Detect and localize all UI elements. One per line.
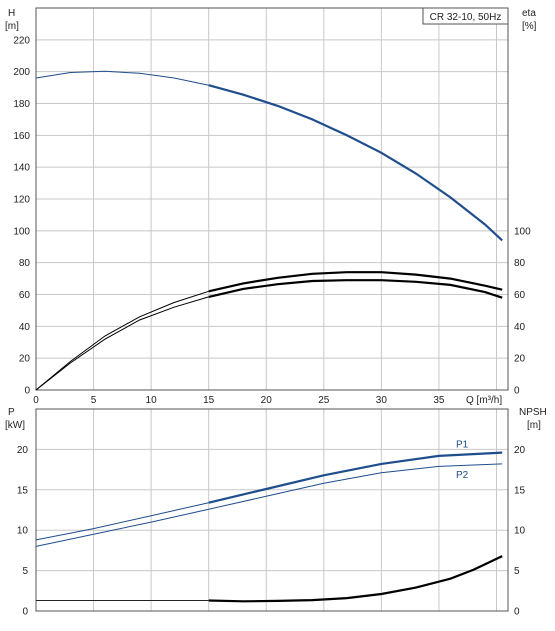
y-axis-unit-right: [%] — [522, 21, 537, 32]
y-tick-label-left: 180 — [13, 99, 30, 110]
x-tick-label: 30 — [376, 395, 388, 406]
y-tick-label-left: 60 — [19, 290, 31, 301]
series-p1-thin — [35, 502, 209, 541]
y-tick-label-left: 20 — [17, 445, 29, 456]
y-tick-label-left: 10 — [17, 526, 29, 537]
series-head-thin — [35, 70, 209, 86]
series-npsh — [208, 555, 503, 603]
series-p2-thin — [35, 463, 503, 547]
y-axis-title-right: NPSH — [519, 407, 547, 418]
y-tick-label-left: 20 — [19, 354, 31, 365]
y-tick-label-right: 0 — [514, 386, 520, 397]
y-tick-label-left: 0 — [22, 607, 28, 618]
y-tick-label-right: 40 — [514, 322, 526, 333]
title-box — [422, 7, 509, 25]
x-axis-label: Q [m³/h] — [466, 395, 502, 406]
chart-title: CR 32-10, 50Hz — [430, 12, 502, 23]
y-tick-label-right: 100 — [514, 226, 531, 237]
series-head — [208, 84, 503, 242]
plot-frame — [35, 7, 509, 391]
y-tick-label-right: 80 — [514, 258, 526, 269]
y-tick-label-right: 0 — [514, 607, 520, 618]
y-tick-label-left: 40 — [19, 322, 31, 333]
series-eta_lower — [208, 279, 503, 299]
x-tick-label: 10 — [146, 395, 158, 406]
x-tick-label: 35 — [433, 395, 445, 406]
x-tick-label: 15 — [203, 395, 215, 406]
y-tick-label-left: 220 — [13, 35, 30, 46]
y-tick-label-right: 60 — [514, 290, 526, 301]
y-axis-title-left: H — [8, 8, 15, 19]
x-tick-label: 0 — [33, 395, 39, 406]
y-tick-label-left: 200 — [13, 67, 30, 78]
y-axis-title-left: P — [8, 407, 15, 418]
y-tick-label-right: 15 — [514, 485, 526, 496]
y-tick-label-right: 5 — [514, 566, 520, 577]
y-tick-label-left: 140 — [13, 163, 30, 174]
y-tick-label-left: 100 — [13, 226, 30, 237]
y-tick-label-right: 10 — [514, 526, 526, 537]
y-tick-label-left: 80 — [19, 258, 31, 269]
y-axis-unit-left: [kW] — [5, 420, 25, 431]
y-axis-unit-left: [m] — [5, 21, 19, 32]
plot-frame — [35, 408, 509, 612]
series-p1 — [208, 451, 503, 504]
series-eta_upper — [208, 271, 503, 293]
y-tick-label-left: 0 — [24, 386, 30, 397]
power-npsh-panel: 0 0 5 5 10 10 15 15 20 20 P [kW] NPSH [m] P1 P2 — [5, 407, 547, 618]
y-tick-label-left: 5 — [22, 566, 28, 577]
series-label-p1: P1 — [456, 440, 469, 451]
series-eta_lower-thin — [35, 296, 209, 391]
x-tick-label: 5 — [91, 395, 97, 406]
x-tick-label: 25 — [318, 395, 330, 406]
x-tick-label: 20 — [261, 395, 273, 406]
series-label-p2: P2 — [456, 470, 469, 481]
series-eta_upper-thin — [35, 290, 209, 391]
head-efficiency-panel: 0204060801001201401601802002200204060801… — [5, 7, 537, 406]
y-tick-label-left: 15 — [17, 485, 29, 496]
y-axis-title-right: eta — [522, 8, 536, 19]
y-axis-unit-right: [m] — [527, 420, 541, 431]
y-tick-label-left: 160 — [13, 131, 30, 142]
y-tick-label-left: 120 — [13, 195, 30, 206]
y-tick-label-right: 20 — [514, 445, 526, 456]
y-tick-label-right: 20 — [514, 354, 526, 365]
